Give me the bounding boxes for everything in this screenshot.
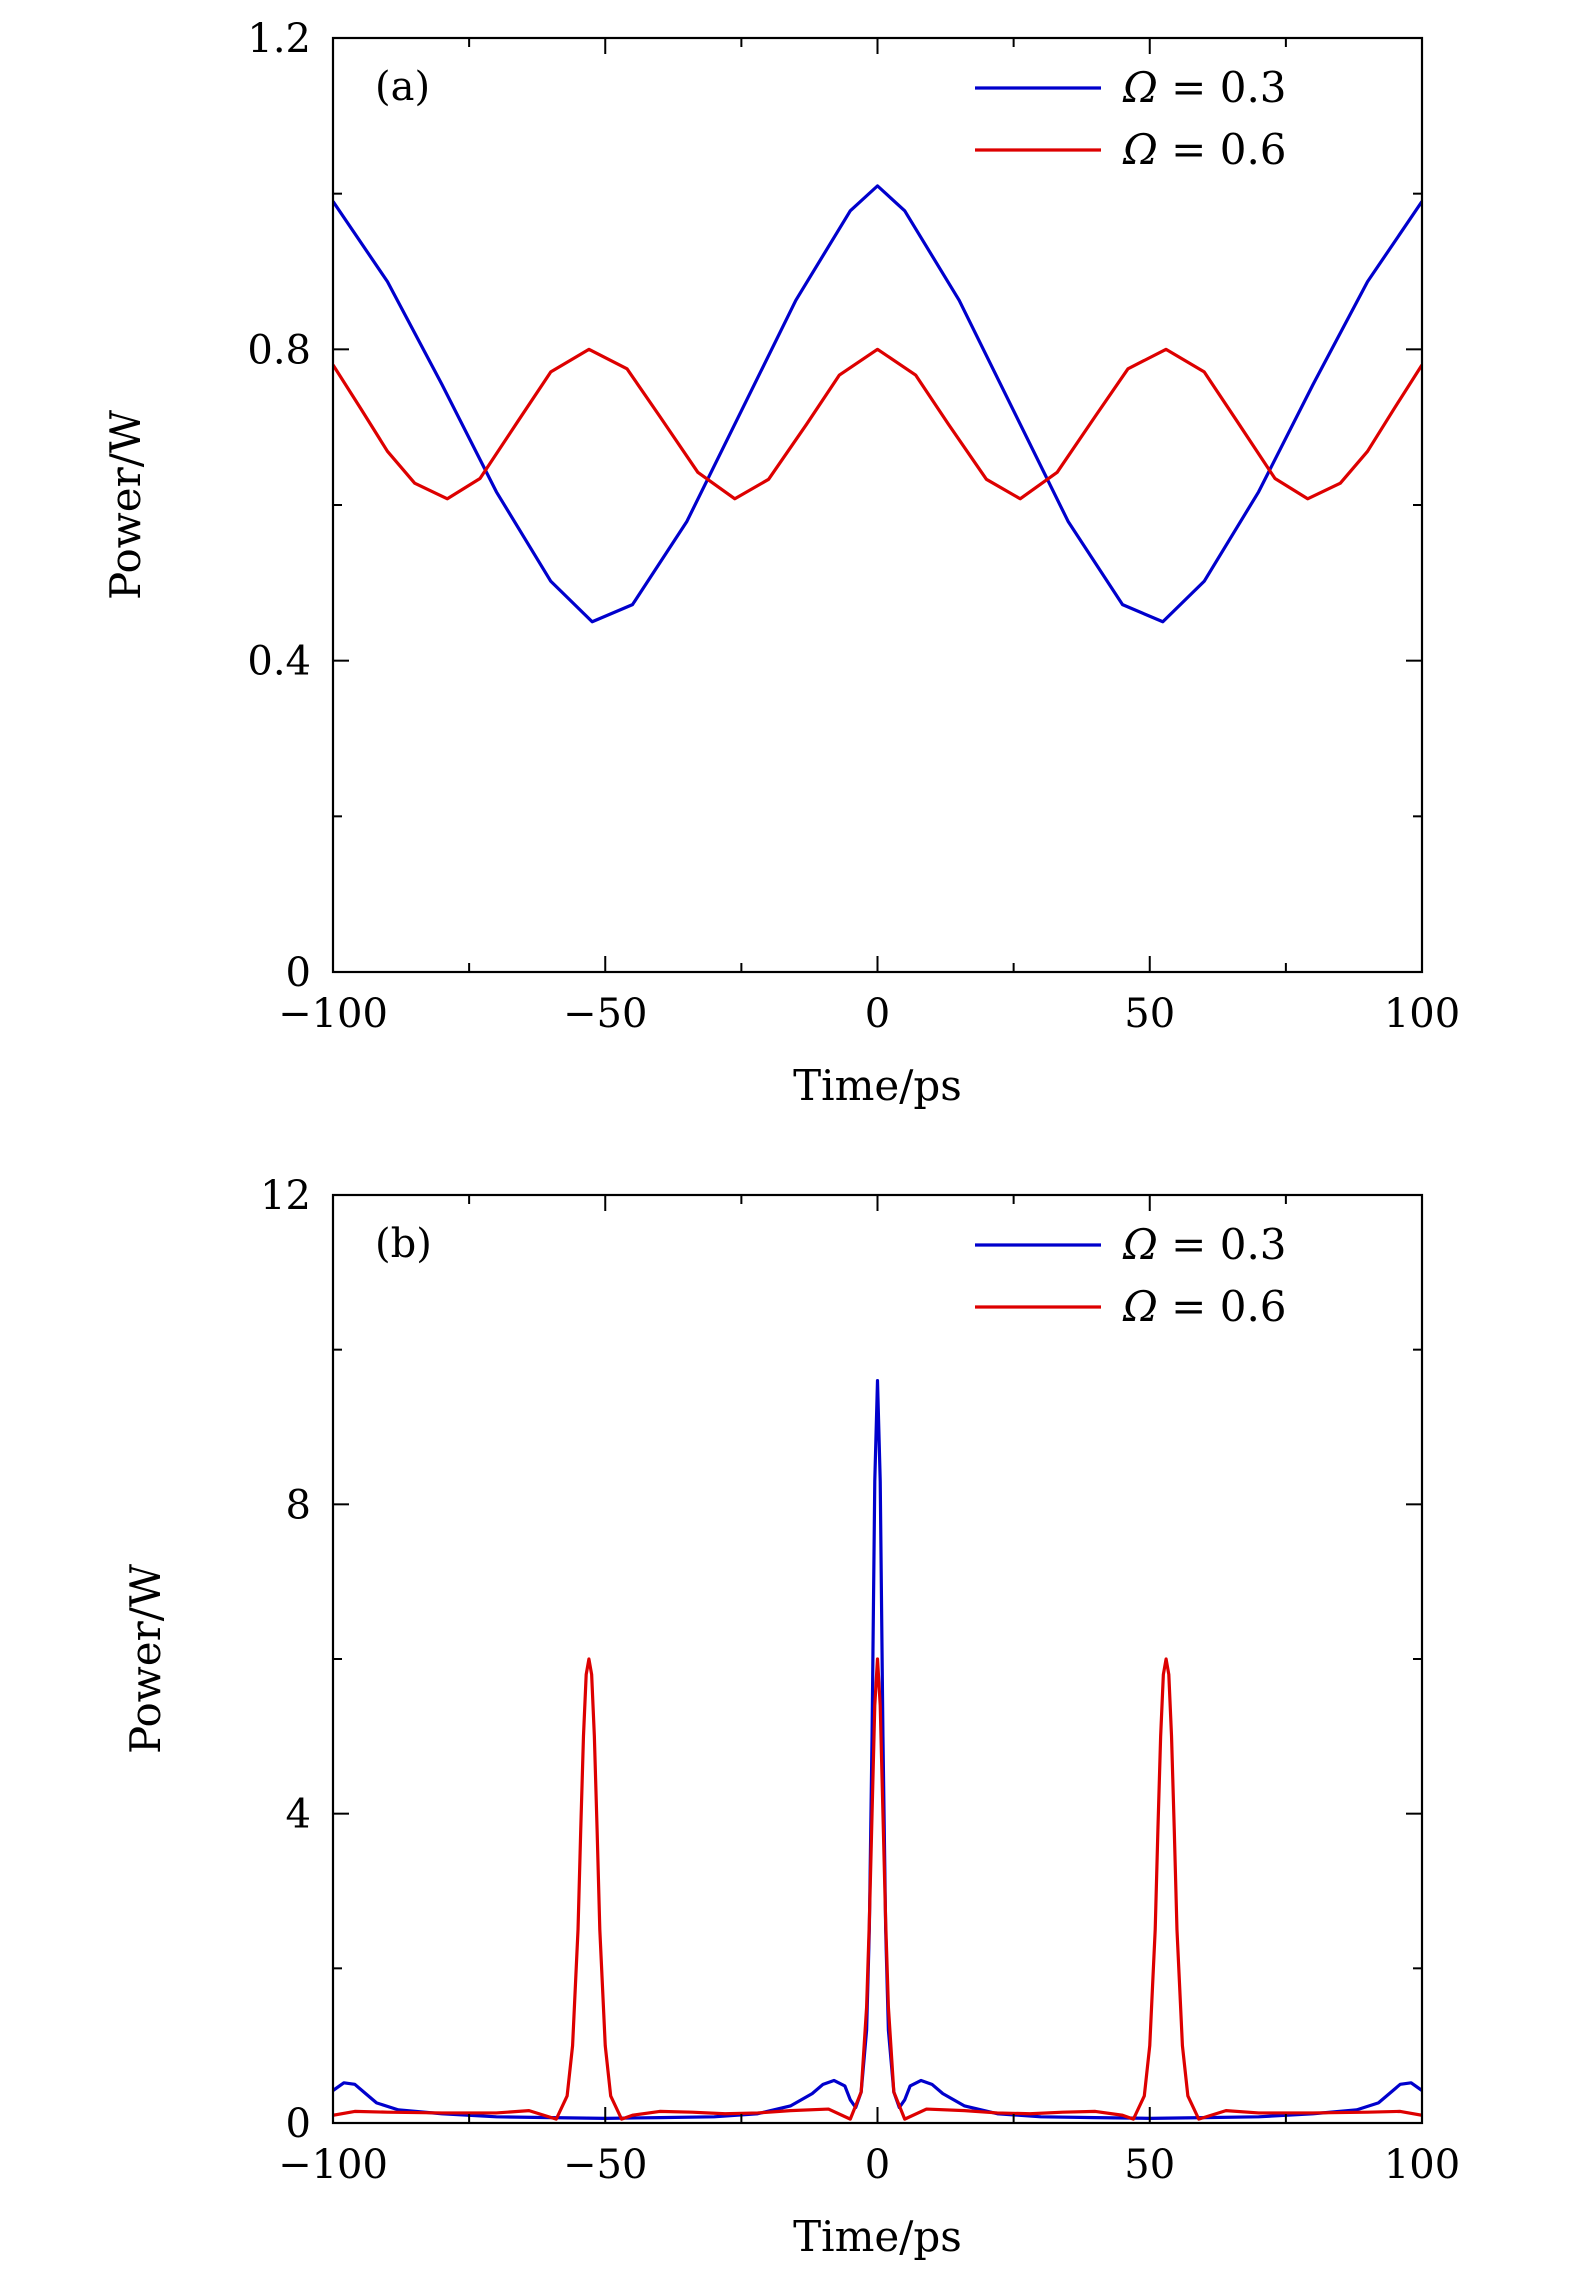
y-tick-label: 8 [286, 1482, 311, 1528]
chart-panel-a: −100 −50 0 50 100 0 0.4 0.8 1.2 Time/ps Power/W (a)… [101, 16, 1460, 1110]
series-line-1 [333, 1379, 1422, 2120]
y-tick-label: 4 [286, 1792, 311, 1838]
y-axis-title: Power/W [121, 1563, 170, 1754]
plot-frame [331, 36, 1424, 974]
series-line-2 [333, 1657, 1422, 2121]
x-tick-label: −100 [278, 2142, 388, 2188]
y-tick-label: 12 [260, 1173, 311, 1219]
y-tick-label: 0.4 [247, 639, 311, 685]
x-tick-label: 50 [1124, 991, 1175, 1037]
series-line-1 [333, 184, 1422, 624]
x-tick-label: 0 [865, 991, 890, 1037]
legend-label-2: Ω = 0.6 [1122, 1282, 1287, 1331]
legend-label-1: Ω = 0.3 [1122, 63, 1287, 112]
x-tick-label: 0 [865, 2142, 890, 2188]
panel-label: (a) [375, 64, 430, 110]
x-tick-label: −50 [563, 2142, 647, 2188]
y-tick-label: 0 [286, 2101, 311, 2147]
x-axis-title: Time/ps [793, 2212, 962, 2261]
y-tick-label: 0.8 [247, 327, 311, 373]
x-tick-label: 100 [1384, 2142, 1460, 2188]
legend-label-1: Ω = 0.3 [1122, 1220, 1287, 1269]
panel-label: (b) [375, 1221, 432, 1267]
y-tick-label: 0 [286, 950, 311, 996]
y-axis-title: Power/W [101, 409, 150, 600]
legend-label-2: Ω = 0.6 [1122, 125, 1287, 174]
x-axis-title: Time/ps [793, 1061, 962, 1110]
series-line-2 [333, 347, 1422, 501]
x-tick-label: 100 [1384, 991, 1460, 1037]
x-tick-label: −50 [563, 991, 647, 1037]
chart-panel-b: −100 −50 0 50 100 0 4 8 12 Time/ps Power/W (b) Ω = 0… [121, 1173, 1460, 2261]
x-tick-label: −100 [278, 991, 388, 1037]
x-tick-label: 50 [1124, 2142, 1175, 2188]
y-tick-label: 1.2 [247, 16, 311, 62]
